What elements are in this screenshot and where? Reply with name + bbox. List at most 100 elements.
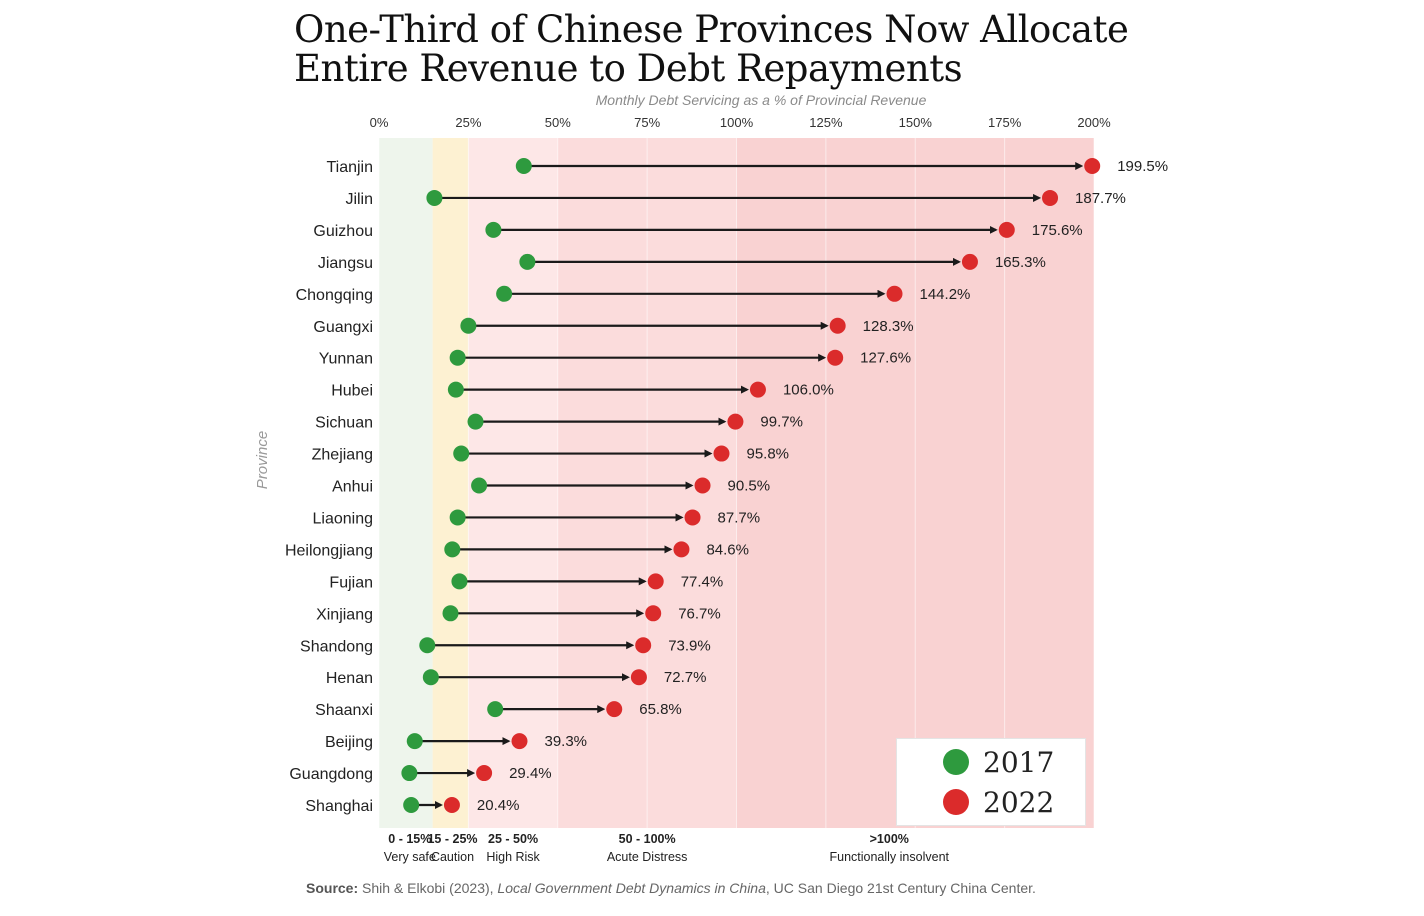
point-2022 xyxy=(645,605,662,622)
province-label: Zhejiang xyxy=(312,447,373,464)
province-row: Guangxi 128.3% xyxy=(313,317,914,336)
point-2022 xyxy=(511,733,528,750)
point-2017 xyxy=(444,541,461,558)
point-2017 xyxy=(442,605,459,622)
band-desc-label: Acute Distress xyxy=(607,850,688,864)
x-tick-label: 125% xyxy=(809,115,843,130)
province-row: Jilin 187.7% xyxy=(345,189,1126,208)
province-label: Beijing xyxy=(325,734,373,751)
value-label-2022: 144.2% xyxy=(920,286,971,303)
band-0 xyxy=(379,138,433,828)
point-2022 xyxy=(749,381,766,398)
province-row: Liaoning 87.7% xyxy=(313,509,760,527)
band-range-label: 25 - 50% xyxy=(488,832,538,846)
x-tick-label: 150% xyxy=(899,115,933,130)
value-label-2022: 187.7% xyxy=(1075,190,1126,207)
x-tick-label: 100% xyxy=(720,115,754,130)
province-label: Xinjiang xyxy=(316,606,373,623)
point-2017 xyxy=(453,445,470,462)
source-publication: Local Government Debt Dynamics in China xyxy=(497,880,766,896)
value-label-2022: 73.9% xyxy=(668,637,711,654)
province-label: Fujian xyxy=(329,574,373,591)
point-2022 xyxy=(827,349,844,366)
point-2022 xyxy=(727,413,744,430)
gridlines xyxy=(378,138,1095,828)
band-range-label: 0 - 15% xyxy=(388,832,431,846)
value-label-2022: 106.0% xyxy=(783,382,834,399)
point-2022 xyxy=(829,317,846,334)
x-tick-label: 50% xyxy=(545,115,571,130)
chart-title-line-2: Entire Revenue to Debt Repayments xyxy=(294,47,963,90)
point-2022 xyxy=(1042,189,1059,206)
chart-title-line-1: One-Third of Chinese Provinces Now Alloc… xyxy=(294,8,1129,51)
province-label: Heilongjiang xyxy=(285,542,373,559)
province-label: Shaanxi xyxy=(315,702,373,719)
legend: 2017 2022 xyxy=(896,738,1086,826)
province-label: Jiangsu xyxy=(318,255,373,272)
point-2017 xyxy=(406,733,423,750)
band-range-label: 15 - 25% xyxy=(427,832,477,846)
province-row: Shaanxi 65.8% xyxy=(315,701,682,719)
value-label-2022: 77.4% xyxy=(681,573,724,590)
point-2022 xyxy=(998,221,1015,238)
y-axis-label: Province xyxy=(254,431,271,489)
point-2017 xyxy=(401,765,418,782)
band-desc-label: Functionally insolvent xyxy=(829,850,949,864)
source-authors: Shih & Elkobi (2023), xyxy=(358,880,498,896)
province-row: Beijing 39.3% xyxy=(325,733,587,751)
point-2017 xyxy=(419,637,436,654)
x-tick-label: 200% xyxy=(1077,115,1111,130)
value-label-2022: 165.3% xyxy=(995,254,1046,271)
point-2017 xyxy=(426,189,443,206)
province-row: Fujian 77.4% xyxy=(329,573,723,591)
value-label-2022: 127.6% xyxy=(860,350,911,367)
point-2017 xyxy=(487,701,504,718)
band-desc-label: High Risk xyxy=(486,850,540,864)
point-2022 xyxy=(1084,158,1101,174)
value-label-2022: 175.6% xyxy=(1032,222,1083,239)
province-label: Shandong xyxy=(300,638,373,655)
province-label: Tianjin xyxy=(326,159,373,176)
legend-label-2017: 2017 xyxy=(983,745,1055,779)
province-label: Guangxi xyxy=(313,319,373,336)
point-2022 xyxy=(476,765,493,782)
point-2017 xyxy=(496,285,513,302)
point-2017 xyxy=(449,349,466,366)
province-row: Tianjin 199.5% xyxy=(326,158,1168,176)
province-label: Anhui xyxy=(332,479,373,496)
province-row: Jiangsu 165.3% xyxy=(318,253,1046,272)
band-range-label: >100% xyxy=(870,832,909,846)
x-tick-label: 0% xyxy=(370,115,389,130)
x-tick-label: 75% xyxy=(634,115,660,130)
province-row: Sichuan 99.7% xyxy=(315,413,803,432)
source-label: Source: xyxy=(306,880,359,896)
point-2017 xyxy=(460,317,477,334)
value-label-2022: 39.3% xyxy=(544,733,587,750)
province-row: Shanghai 20.4% xyxy=(305,797,519,815)
x-tick-label: 175% xyxy=(988,115,1022,130)
legend-swatch-2017 xyxy=(943,749,969,775)
point-2017 xyxy=(449,509,466,526)
legend-item-2022: 2022 xyxy=(943,785,1054,819)
province-label: Guizhou xyxy=(313,223,373,240)
band-desc-label: Caution xyxy=(431,850,474,864)
province-row: Anhui 90.5% xyxy=(332,477,770,496)
point-2017 xyxy=(447,381,464,398)
province-label: Sichuan xyxy=(315,415,373,432)
value-label-2022: 76.7% xyxy=(678,605,721,622)
point-2017 xyxy=(422,669,439,686)
province-row: Henan 72.7% xyxy=(326,669,706,687)
value-label-2022: 65.8% xyxy=(639,701,682,718)
point-2022 xyxy=(443,797,460,813)
province-row: Guangdong 29.4% xyxy=(289,765,552,783)
province-row: Chongqing 144.2% xyxy=(296,285,971,304)
point-2022 xyxy=(961,253,978,270)
point-2022 xyxy=(673,541,690,558)
province-row: Shandong 73.9% xyxy=(300,637,711,655)
point-2022 xyxy=(694,477,711,494)
province-row: Yunnan 127.6% xyxy=(319,349,911,368)
point-2017 xyxy=(451,573,468,590)
value-label-2022: 128.3% xyxy=(863,318,914,335)
value-label-2022: 29.4% xyxy=(509,765,552,782)
province-label: Jilin xyxy=(345,191,373,208)
